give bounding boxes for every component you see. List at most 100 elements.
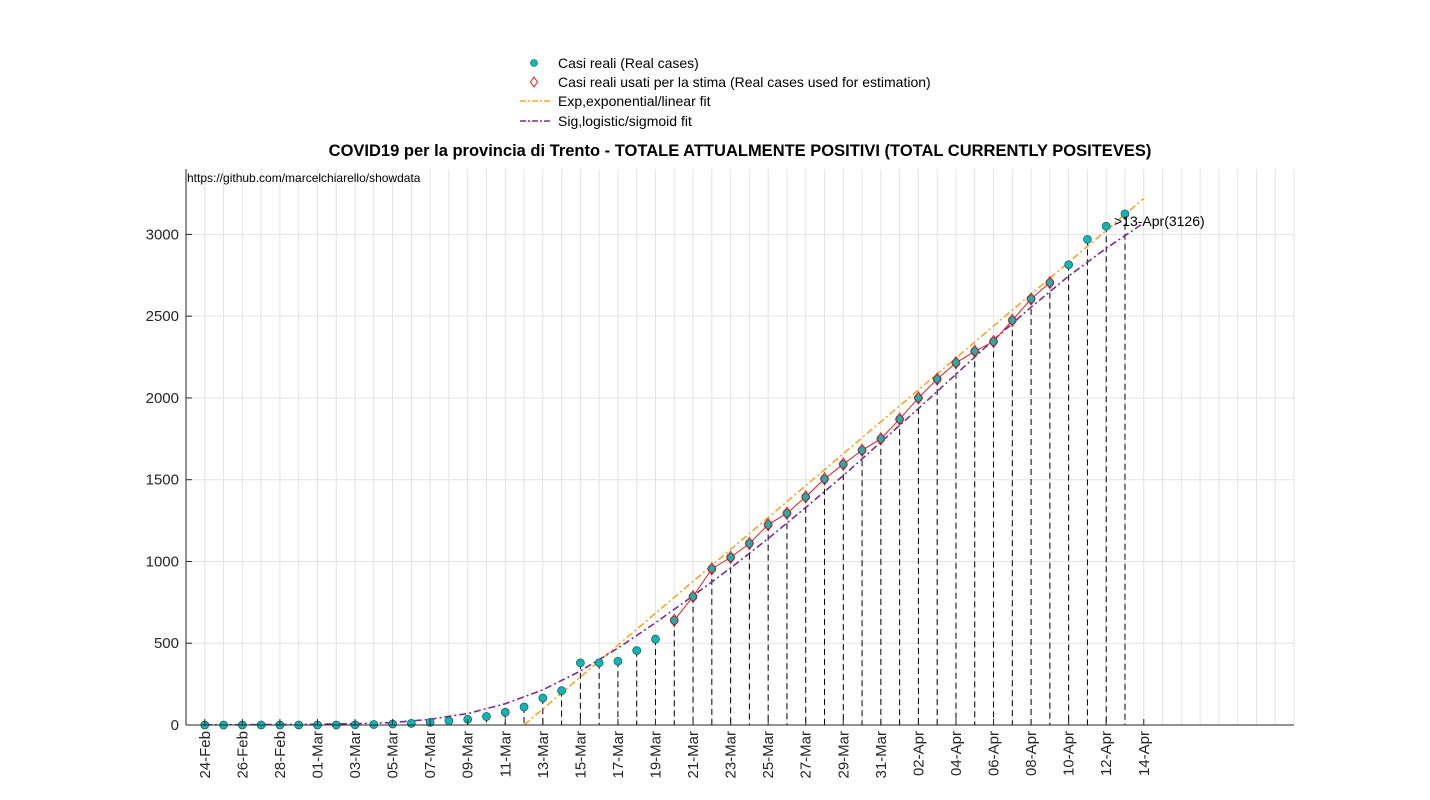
data-point-real [538,693,548,703]
x-tick-label: 13-Mar [535,731,552,779]
data-point-real [857,445,867,455]
data-point-real [914,393,923,403]
data-point-real [1064,260,1073,270]
data-point-estimation [819,471,830,486]
legend-symbol-diamond [529,76,539,88]
data-point-real [594,658,604,668]
legend-symbol-dash-dot-orange [520,100,550,102]
data-point-estimation [951,355,961,370]
data-point-estimation [988,334,999,349]
data-point-estimation [801,489,811,504]
data-point-estimation [970,344,980,359]
data-point-estimation [707,561,717,576]
data-point-real [557,686,566,696]
x-tick-label: 24-Feb [197,731,214,779]
data-point-real [707,564,717,574]
drop-lines [354,213,1126,725]
data-point-real [932,374,942,384]
x-tick-label: 06-Apr [986,731,1003,776]
data-point-real [651,634,660,644]
data-point-estimation [838,457,848,472]
grid [185,169,1295,726]
data-points [200,209,1130,730]
x-tick-label: 05-Mar [385,731,402,779]
data-point-real [669,615,679,625]
data-point-real [407,719,416,728]
source-annotation: https://github.com/marcelchiarello/showd… [187,171,421,185]
data-point-real [482,712,491,721]
x-tick-label: 14-Apr [1136,731,1153,776]
x-tick-label: 23-Mar [723,731,740,779]
data-point-real [951,358,961,368]
data-point-estimation [876,431,886,446]
x-tick-label: 21-Mar [685,731,702,779]
data-point-real [1120,209,1130,219]
axes: 0 500 1000 1500 2000 2500 3000 24-Feb 26-Feb 28-F… [146,169,1294,779]
data-point-real [801,492,811,502]
legend-item-estimation-cases: Casi reali usati per la stima (Real case… [514,72,931,92]
y-tick-label: 2500 [146,308,179,325]
data-point-real [838,459,848,469]
x-tick-label: 28-Feb [272,731,289,779]
data-point-real [444,716,454,726]
data-point-real [876,434,886,444]
data-point-estimation [669,613,679,628]
data-point-estimation [1026,292,1036,306]
legend-item-exp-fit: Exp,exponential/linear fit [514,91,711,111]
legend-item-sig-fit: Sig,logistic/sigmoid fit [514,111,692,131]
x-tick-label: 02-Apr [910,731,927,776]
x-tick-label: 25-Mar [760,731,777,779]
legend-symbol-circle [530,59,538,67]
y-tick-label: 500 [154,635,179,652]
x-tick-label: 07-Mar [422,731,439,779]
x-tick-label: 15-Mar [572,731,589,779]
data-point-estimation [913,391,924,405]
data-point-real [1007,315,1017,325]
legend-symbol-dash-dot-purple [520,120,550,122]
data-point-real [1045,278,1055,288]
data-point-real [782,508,792,518]
sig-fit-line [204,222,1145,726]
data-point-estimation [1007,313,1017,328]
x-tick-label: 01-Mar [309,731,326,779]
data-point-estimation [932,372,942,387]
legend-item-real-cases: Casi reali (Real cases) [514,53,699,73]
data-point-real [1083,234,1092,244]
chart-legend: Casi reali (Real cases) Casi reali usati… [514,53,974,133]
chart-title: COVID19 per la provincia di Trento - TOT… [328,142,1152,160]
data-point-estimation [857,443,867,458]
data-point-real [745,539,754,548]
x-tick-label: 03-Mar [347,731,364,779]
x-tick-label: 09-Mar [460,731,477,779]
x-tick-label: 12-Apr [1098,731,1115,776]
data-point-real [989,337,998,346]
x-tick-label: 04-Apr [948,731,965,776]
data-point-estimation [895,412,905,427]
y-tick-label: 2000 [146,390,179,407]
data-point-real [632,646,642,655]
data-point-estimation [1045,275,1055,290]
x-tick-label: 11-Mar [497,731,514,777]
y-tick-label: 1000 [146,553,179,570]
data-point-real [820,474,829,484]
data-point-real [726,553,735,562]
data-point-estimation [763,517,773,532]
exp-fit-line [523,197,1145,726]
data-point-estimation [782,506,792,521]
last-point-annotation: >13-Apr(3126) [1114,213,1205,229]
data-point-real [1026,294,1036,304]
x-tick-label: 29-Mar [835,731,852,779]
legend-label: Casi reali usati per la stima (Real case… [558,74,931,90]
data-point-real [970,346,980,356]
data-point-real [613,656,623,666]
data-point-estimation [744,536,754,551]
y-tick-label: 0 [171,717,179,734]
x-tick-label: 08-Apr [1023,731,1040,776]
data-point-real [895,414,904,424]
y-tick-label: 3000 [146,226,179,243]
data-point-real [519,702,529,712]
x-tick-label: 26-Feb [234,731,251,779]
x-tick-label: 31-Mar [873,731,890,779]
x-tick-label: 27-Mar [798,731,815,779]
legend-label: Exp,exponential/linear fit [558,93,711,109]
